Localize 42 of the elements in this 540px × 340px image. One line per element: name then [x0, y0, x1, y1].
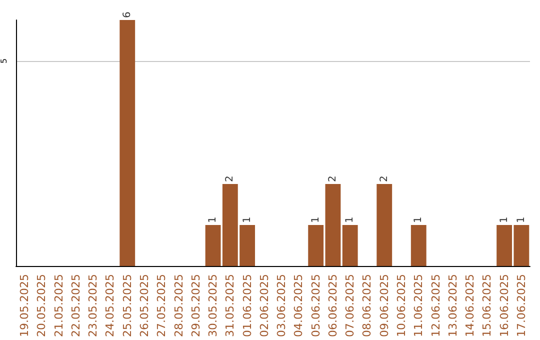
data-label: 1 [242, 216, 253, 224]
x-tick-label: 27.05.2025 [155, 274, 168, 338]
x-tick-label: 09.06.2025 [378, 274, 391, 338]
x-tick-label: 14.06.2025 [464, 274, 477, 338]
x-tick-label: 26.05.2025 [138, 274, 151, 338]
data-label: 2 [327, 176, 338, 182]
x-tick-label: 02.06.2025 [258, 274, 271, 338]
x-tick-label: 25.05.2025 [120, 274, 134, 338]
x-tick-label: 28.05.2025 [172, 274, 186, 338]
x-tick-label: 24.05.2025 [104, 274, 117, 338]
data-label: 6 [122, 12, 133, 18]
data-label: 1 [310, 216, 322, 224]
x-tick-label: 30.05.2025 [206, 274, 220, 338]
x-tick-label: 23.05.2025 [86, 274, 100, 338]
x-tick-label: 11.06.2025 [412, 274, 426, 338]
data-label: 1 [516, 216, 527, 224]
data-label: 1 [498, 216, 510, 224]
data-label: 1 [413, 216, 424, 224]
x-tick-label: 06.06.2025 [326, 274, 340, 338]
x-tick-label: 12.06.2025 [429, 274, 442, 338]
x-tick-label: 22.05.2025 [69, 274, 82, 338]
x-tick-label: 03.06.2025 [275, 274, 288, 338]
x-tick-label: 17.06.2025 [514, 274, 528, 338]
x-tick-label: 19.05.2025 [18, 274, 32, 338]
x-tick-label: 10.06.2025 [395, 274, 408, 338]
x-tick-label: 04.06.2025 [292, 274, 306, 338]
x-tick-label: 13.06.2025 [446, 274, 460, 338]
data-label: 1 [344, 216, 356, 224]
x-tick-label: 21.05.2025 [52, 274, 66, 338]
data-label: 2 [224, 176, 236, 182]
x-tick-label: 05.06.2025 [309, 274, 322, 338]
y-tick-label: 5 [0, 58, 8, 64]
x-tick-label: 31.05.2025 [224, 274, 237, 338]
data-label: 1 [208, 216, 219, 224]
x-tick-label: 08.06.2025 [360, 274, 374, 338]
x-tick-label: 15.06.2025 [480, 274, 494, 338]
data-label: 2 [378, 176, 390, 182]
x-tick-label: 20.05.2025 [35, 274, 48, 338]
x-tick-label: 01.06.2025 [240, 274, 254, 338]
x-tick-label: 16.06.2025 [498, 274, 511, 338]
x-tick-label: 07.06.2025 [344, 274, 357, 338]
x-tick-label: 29.05.2025 [189, 274, 202, 338]
